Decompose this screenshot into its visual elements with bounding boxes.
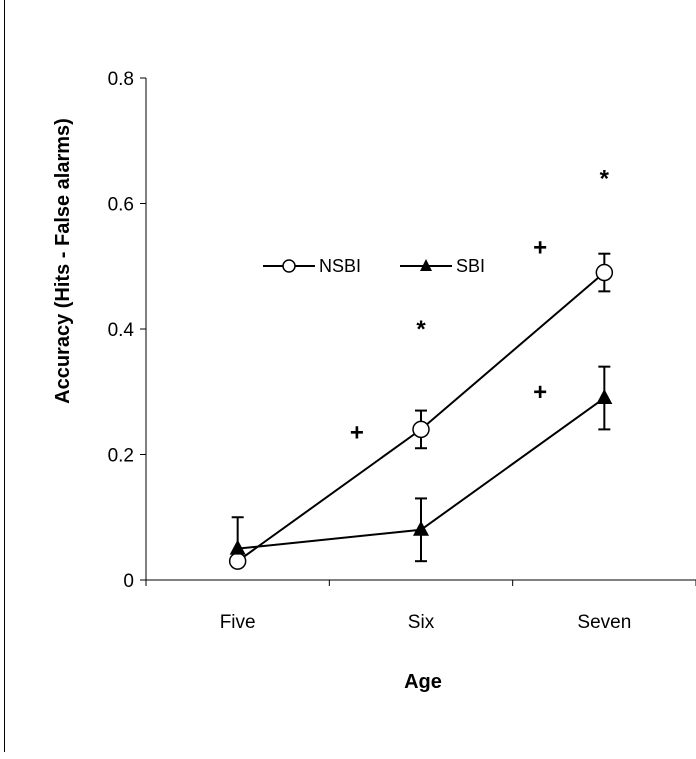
significance-plus: + [533, 234, 547, 261]
legend-marker [420, 259, 432, 271]
y-tick-label: 0.4 [108, 320, 135, 341]
y-tick-label: 0.6 [108, 195, 134, 216]
significance-asterisk: * [416, 316, 426, 343]
legend-label: NSBI [319, 256, 361, 276]
legend-item-nsbi: NSBI [263, 256, 361, 276]
annotations: + * + + * [350, 165, 610, 446]
significance-plus: + [350, 420, 364, 447]
y-tick-label: 0 [123, 571, 134, 592]
significance-asterisk: * [600, 165, 610, 192]
page-left-border [4, 0, 5, 752]
x-tick-label: Seven [577, 612, 631, 633]
data-point [595, 263, 614, 282]
series-sbi [229, 365, 613, 563]
series-nsbi [228, 252, 614, 570]
significance-plus: + [533, 379, 547, 406]
x-axis-title: Age [404, 671, 442, 693]
legend-item-sbi: SBI [400, 256, 485, 276]
y-tick-label: 0.2 [108, 446, 134, 467]
legend: NSBI SBI [263, 256, 485, 276]
y-tick-label: 0.8 [108, 69, 134, 90]
data-point [229, 539, 246, 555]
y-axis-title: Accuracy (Hits - False alarms) [52, 118, 74, 404]
legend-label: SBI [456, 256, 485, 276]
data-point [596, 389, 613, 405]
axes [140, 77, 696, 586]
x-tick-label: Five [220, 612, 256, 633]
data-point [413, 520, 429, 536]
legend-marker [282, 259, 296, 273]
data-point [228, 552, 247, 570]
x-tick-label: Six [408, 612, 435, 633]
series-layer [228, 252, 614, 570]
tick-labels: 0 0.2 0.4 0.6 0.8 Five Six Seven [108, 69, 632, 633]
data-point [412, 420, 430, 439]
